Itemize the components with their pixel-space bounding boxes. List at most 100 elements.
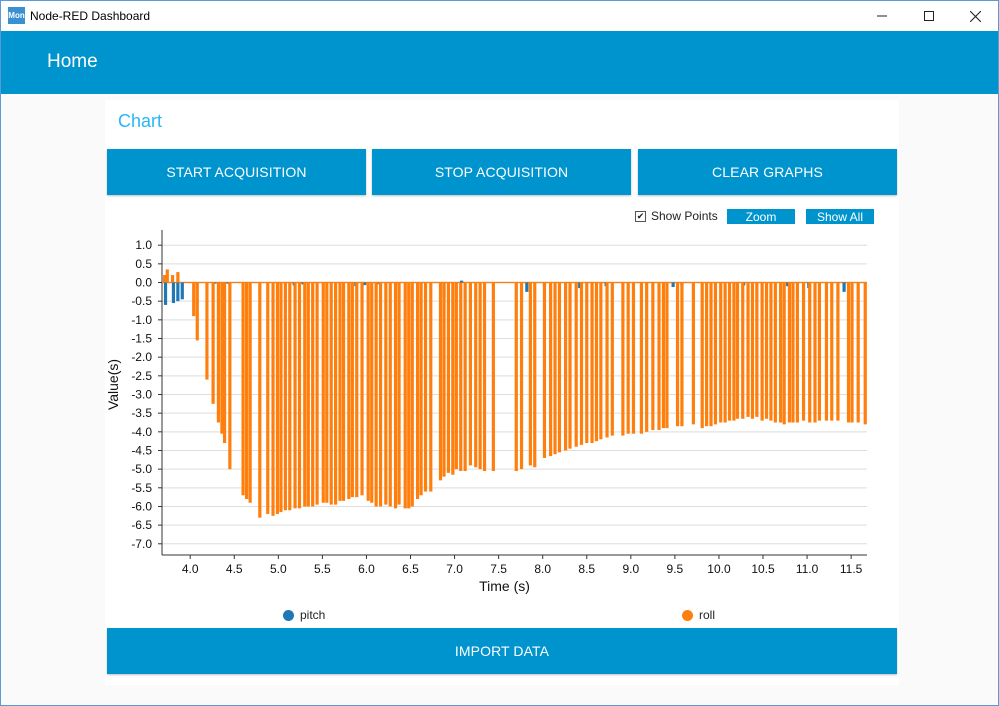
legend-pitch[interactable]: pitch (283, 608, 325, 622)
close-button[interactable] (952, 1, 998, 31)
legend-roll-marker (682, 609, 693, 621)
page-title: Home (47, 51, 98, 72)
roll-data-point (384, 282, 388, 505)
roll-data-point (176, 272, 180, 283)
roll-data-point (419, 282, 423, 496)
show-all-button[interactable]: Show All (806, 209, 874, 224)
roll-data-point (454, 282, 458, 470)
roll-data-point (549, 282, 553, 457)
title-bar[interactable]: Mon Node-RED Dashboard (1, 1, 998, 31)
roll-data-point (661, 282, 666, 429)
roll-data-point (388, 282, 392, 507)
roll-data-point (519, 282, 524, 470)
stop-acquisition-button[interactable]: STOP ACQUISITION (372, 149, 631, 195)
legend-pitch-marker (283, 609, 294, 621)
y-tick-label: 1.0 (135, 238, 152, 252)
roll-data-point (446, 282, 451, 473)
roll-data-point (423, 282, 428, 492)
roll-data-point (403, 282, 407, 509)
show-points-checkbox[interactable]: ✔ (635, 210, 646, 222)
roll-data-point (366, 282, 370, 501)
roll-data-point (279, 282, 283, 513)
legend-roll[interactable]: roll (682, 608, 715, 622)
roll-data-point (407, 282, 411, 509)
roll-data-point (621, 282, 625, 436)
pitch-data-point (578, 282, 582, 289)
roll-data-point (329, 282, 333, 505)
roll-data-point (393, 282, 398, 509)
roll-data-point (341, 282, 346, 501)
roll-data-point (791, 282, 795, 423)
roll-data-point (228, 282, 232, 470)
roll-data-point (350, 282, 354, 498)
roll-data-point (451, 282, 455, 475)
x-tick-label: 8.5 (578, 562, 595, 576)
roll-data-point (355, 282, 359, 498)
y-tick-label: -4.5 (131, 443, 152, 457)
pitch-data-point (171, 282, 176, 304)
roll-data-point (631, 282, 636, 434)
roll-data-point (283, 282, 287, 511)
roll-data-point (258, 282, 262, 518)
roll-data-point (773, 282, 777, 423)
pitch-data-point (225, 282, 229, 284)
roll-data-point (163, 275, 167, 283)
minimize-button[interactable] (859, 1, 905, 31)
roll-data-point (220, 282, 224, 434)
roll-data-point (795, 282, 799, 423)
roll-data-point (755, 282, 759, 417)
roll-data-point (211, 282, 215, 404)
roll-data-point (779, 282, 783, 423)
x-tick-label: 5.0 (270, 562, 287, 576)
clear-graphs-button[interactable]: CLEAR GRAPHS (638, 149, 897, 195)
import-data-button[interactable]: IMPORT DATA (107, 628, 897, 674)
roll-data-point (764, 282, 769, 419)
roll-data-point (568, 282, 572, 449)
show-points-label: Show Points (651, 209, 718, 223)
roll-data-point (680, 282, 684, 427)
pitch-data-point (786, 282, 790, 287)
roll-data-point (700, 282, 704, 429)
roll-data-point (410, 282, 414, 507)
roll-data-point (691, 282, 695, 425)
y-tick-label: -7.0 (131, 537, 152, 551)
show-points-toggle[interactable]: ✔ Show Points (635, 208, 718, 224)
pitch-data-point (176, 282, 180, 302)
roll-data-point (334, 282, 338, 505)
roll-data-point (245, 282, 249, 500)
app-icon: Mon (8, 7, 25, 24)
roll-data-point (347, 282, 351, 500)
roll-data-point (438, 282, 443, 481)
roll-data-point (782, 282, 786, 425)
window-title: Node-RED Dashboard (30, 9, 151, 23)
roll-data-point (610, 282, 614, 436)
roll-data-point (850, 282, 854, 423)
roll-data-point (306, 282, 310, 507)
roll-data-point (514, 282, 518, 472)
roll-data-point (293, 282, 297, 509)
roll-data-point (719, 282, 723, 423)
roll-data-point (222, 282, 227, 444)
x-tick-label: 4.5 (226, 562, 243, 576)
start-acquisition-button[interactable]: START ACQUISITION (107, 149, 366, 195)
maximize-button[interactable] (906, 1, 952, 31)
x-tick-label: 8.0 (534, 562, 551, 576)
pitch-data-point (180, 282, 184, 300)
roll-data-point (271, 282, 275, 516)
roll-data-point (808, 282, 812, 423)
pitch-data-point (525, 282, 529, 292)
time-series-chart[interactable]: 1.0 0.5 0.0 -0.5 -1.0 -1.5 -2.0 -2.5 -3.0 -3.5 -4.… (101, 229, 881, 601)
roll-data-point (463, 282, 467, 472)
roll-data-point (760, 282, 764, 421)
x-tick-label: 9.0 (622, 562, 639, 576)
zoom-button[interactable]: Zoom (727, 209, 795, 224)
roll-data-point (709, 282, 713, 427)
roll-data-point (735, 282, 740, 419)
roll-data-point (378, 282, 383, 507)
roll-data-point (266, 282, 270, 514)
y-axis-label: Value(s) (105, 359, 121, 410)
roll-data-point (727, 282, 732, 421)
roll-data-point (303, 282, 307, 507)
x-tick-label: 6.5 (402, 562, 419, 576)
